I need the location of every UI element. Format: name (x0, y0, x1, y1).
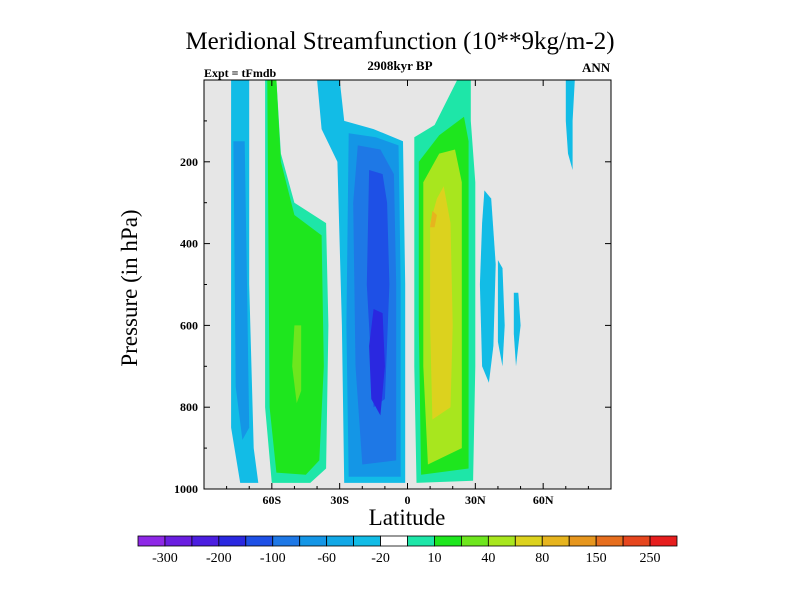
colorbar-swatch (487, 535, 516, 547)
colorbar-swatch (164, 535, 193, 547)
x-tick-label: 60N (533, 493, 554, 507)
colorbar-label: -200 (206, 551, 232, 566)
contour-region-nh-polar-sliver (565, 80, 575, 170)
y-tick-label: 400 (180, 237, 198, 251)
colorbar-label: -100 (260, 551, 286, 566)
contour-region-nh-negative-blob-b (497, 260, 505, 367)
colorbar-label: 250 (640, 551, 661, 566)
colorbar-swatch (299, 535, 328, 547)
colorbar-swatch (407, 535, 435, 547)
colorbar-label: -300 (152, 551, 178, 566)
colorbar-swatch (595, 535, 624, 547)
chart-title: Meridional Streamfunction (10**9kg/m-2) (185, 28, 615, 55)
colorbar-swatch (622, 535, 651, 547)
colorbar-swatch (245, 535, 274, 547)
contour-region-hadley-south-core (369, 309, 385, 416)
contour-region-ferrel-cell-core (292, 325, 302, 404)
x-tick-label: 30S (330, 493, 349, 507)
x-tick-label: 30N (465, 493, 486, 507)
y-tick-label: 600 (180, 318, 198, 332)
colorbar-label: 40 (481, 551, 495, 566)
contour-region-hadley-north-level4 (430, 186, 453, 420)
colorbar-swatch (434, 535, 462, 547)
contour-regions (231, 80, 575, 483)
colorbar-swatch (460, 535, 489, 547)
colorbar-swatch (568, 535, 597, 547)
colorbar-swatch (649, 535, 678, 547)
colorbar-swatch (272, 535, 301, 547)
contour-region-nh-negative-blob-c (513, 292, 521, 367)
x-tick-label: 60S (262, 493, 281, 507)
y-tick-label: 800 (180, 400, 198, 414)
x-tick-label: 0 (405, 493, 411, 507)
colorbar-label: -60 (317, 551, 336, 566)
contour-region-sh-negative-cell-inner (233, 141, 250, 440)
colorbar-label: 80 (535, 551, 549, 566)
colorbar-swatch (326, 535, 354, 547)
experiment-label: Expt = tFmdb (204, 66, 277, 80)
colorbar-swatch (514, 535, 543, 547)
contour-region-nh-negative-blob-a (479, 190, 496, 383)
x-axis: 60S 30S 0 30N 60N (226, 80, 589, 507)
chart-subtitle: 2908kyr BP (367, 58, 433, 73)
x-axis-label: Latitude (368, 505, 446, 530)
y-tick-label: 200 (180, 155, 198, 169)
colorbar-swatch (218, 535, 247, 547)
colorbar-swatch (191, 535, 220, 547)
y-axis: 200 400 600 800 1000 (174, 120, 611, 496)
season-label: ANN (582, 60, 611, 75)
colorbar-swatch (353, 535, 381, 547)
colorbar-label: 150 (586, 551, 607, 566)
colorbar-swatch (137, 535, 166, 547)
contour-region-ferrel-cell-inner (267, 80, 324, 475)
y-tick-label: 1000 (174, 482, 198, 496)
colorbar-label: -20 (371, 551, 390, 566)
colorbar-label: 10 (427, 551, 441, 566)
colorbar: -300 -200 -100 -60 -20 10 40 80 150 250 (137, 535, 678, 566)
colorbar-swatch (541, 535, 570, 547)
contour-region-hadley-north-core (430, 210, 437, 228)
plot-background (204, 80, 611, 489)
colorbar-swatch (380, 535, 408, 547)
